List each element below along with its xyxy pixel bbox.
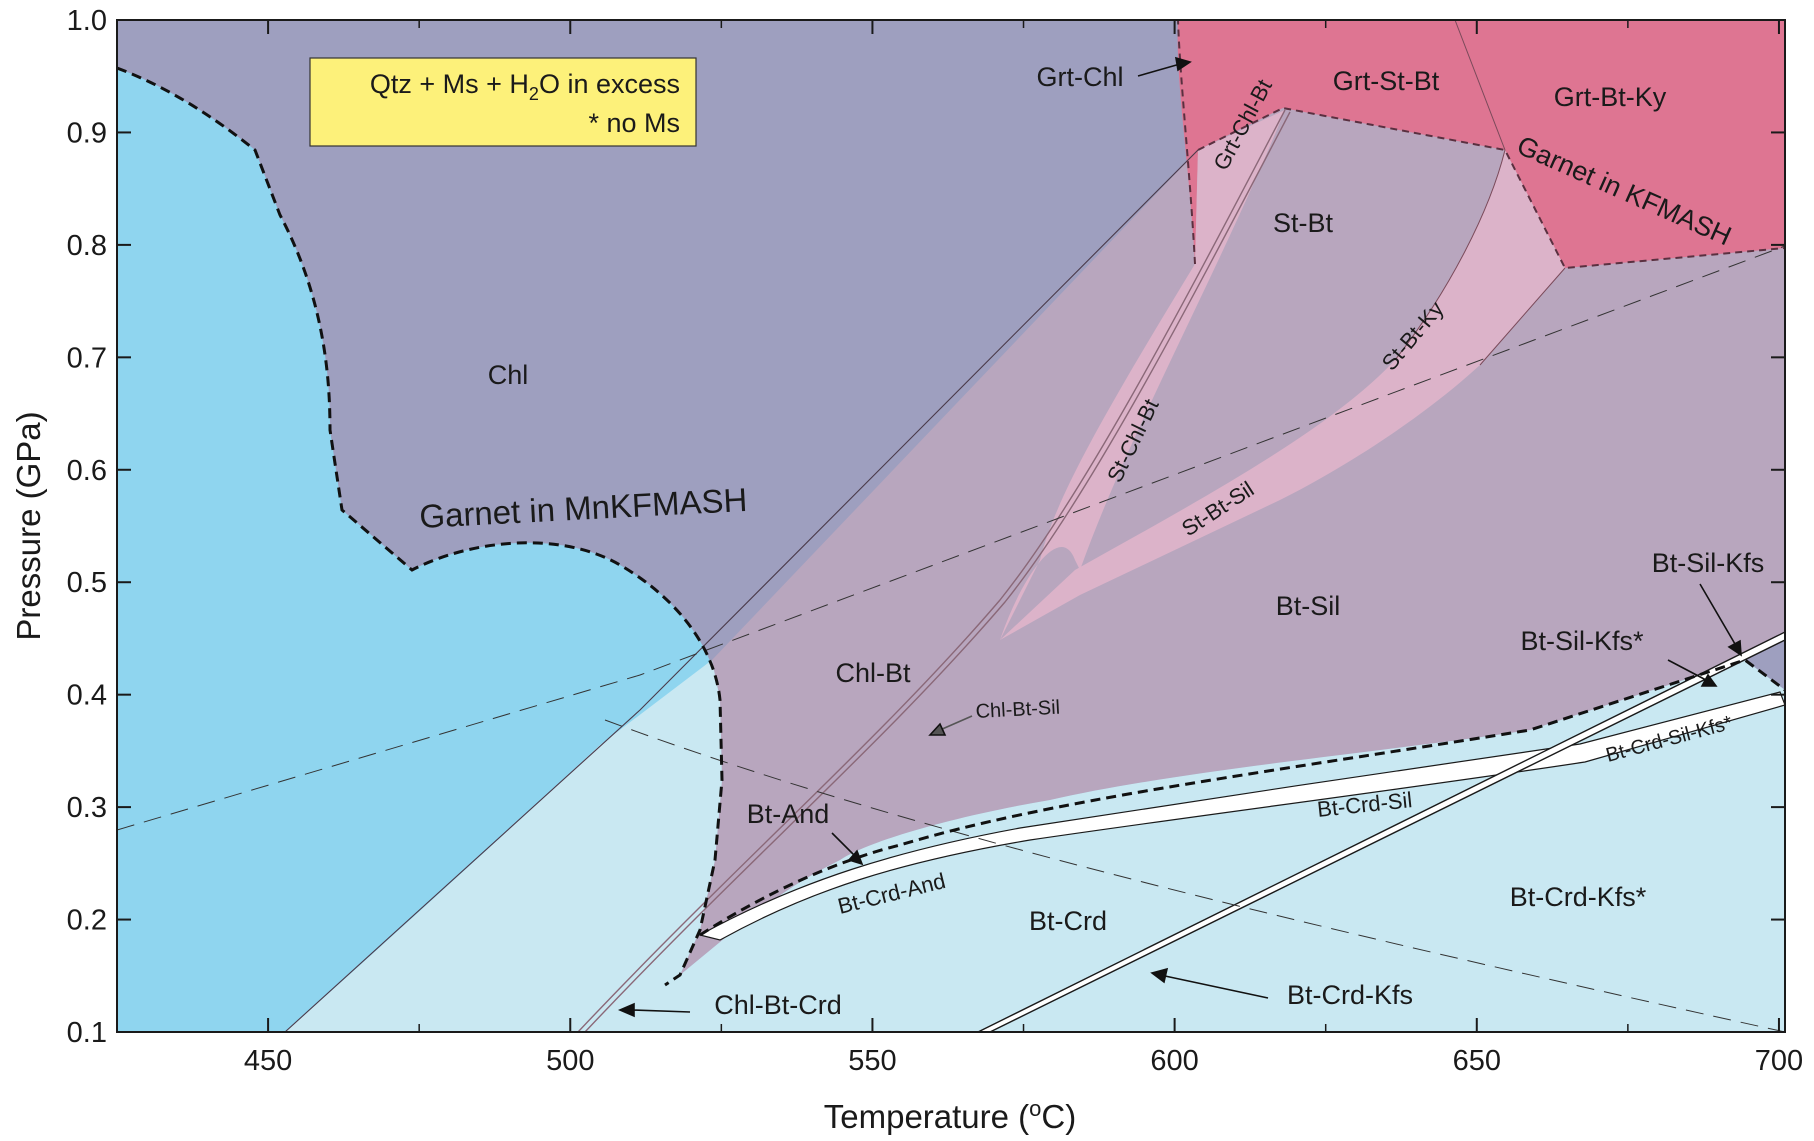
light-cyan-field — [285, 660, 1785, 1032]
label-bt-and: Bt-And — [747, 799, 830, 829]
dashed-al2sio5-line — [117, 245, 1785, 831]
boundary-st-bt-ky — [1394, 149, 1566, 366]
arrow-grt-chl — [1137, 63, 1181, 77]
chl-bt-sil-line-2 — [584, 111, 1291, 1032]
plot-area — [117, 20, 1785, 1032]
y-tick-label: 0.8 — [67, 230, 107, 262]
arrowhead-bt-sil-kfs — [1727, 639, 1742, 657]
arrow-bt-and — [831, 832, 856, 857]
legend-line-1: Qtz + Ms + H2O in excess — [370, 69, 680, 104]
label-bt-crd-kfs-star: Bt-Crd-Kfs* — [1510, 882, 1647, 912]
label-grt-st-bt: Grt-St-Bt — [1333, 66, 1440, 96]
arrow-bt-sil-kfs — [1699, 583, 1736, 645]
dashed-kfs-line — [604, 719, 1785, 1032]
arrow-bt-sil-kfs-star — [1667, 659, 1707, 681]
arrow-bt-crd-kfs — [1164, 975, 1269, 999]
label-st-bt: St-Bt — [1273, 208, 1334, 238]
arrow-chl-bt-crd — [631, 1009, 691, 1013]
plot-frame — [116, 19, 1786, 1033]
y-axis: 0.1 0.2 0.3 0.4 0.5 0.6 0.7 0.8 0.9 1.0 — [67, 5, 1785, 1049]
callout-bt-sil-kfs-star: Bt-Sil-Kfs* — [1520, 626, 1644, 656]
chl-bt-sil-line — [577, 109, 1286, 1032]
callout-bt-sil-kfs: Bt-Sil-Kfs — [1652, 548, 1765, 578]
garnet-mnkfmash-curve — [117, 66, 724, 987]
y-tick-label: 0.7 — [67, 342, 107, 374]
arrowhead-bt-and — [847, 849, 864, 866]
callout-grt-chl: Grt-Chl — [1037, 62, 1124, 92]
legend-box: Qtz + Ms + H2O in excess * no Ms — [309, 57, 697, 147]
x-tick-label: 650 — [1453, 1045, 1501, 1077]
label-bt-crd: Bt-Crd — [1029, 906, 1107, 936]
y-tick-label: 0.9 — [67, 117, 107, 149]
arrowhead-bt-sil-kfs-star — [1700, 673, 1718, 687]
garnet-kfmash-curve — [1177, 20, 1785, 270]
arrowhead-grt-chl — [1175, 56, 1192, 72]
y-tick-label: 0.1 — [67, 1017, 107, 1049]
x-tick-label: 550 — [848, 1045, 896, 1077]
bt-crd-band — [698, 691, 1785, 941]
arrow-chl-bt-sil — [939, 715, 973, 731]
y-tick-label: 0.3 — [67, 792, 107, 824]
st-bt-ky-band — [1000, 150, 1565, 640]
y-tick-label: 0.4 — [67, 680, 107, 712]
label-bt-sil: Bt-Sil — [1276, 591, 1341, 621]
x-axis-title: Temperature (oC) — [824, 1096, 1077, 1135]
x-axis: 450 500 550 600 650 700 — [244, 20, 1803, 1077]
y-tick-label: 0.5 — [67, 567, 107, 599]
legend-background — [309, 57, 697, 147]
y-tick-label: 0.6 — [67, 455, 107, 487]
x-tick-label: 450 — [244, 1045, 292, 1077]
callout-bt-crd-kfs: Bt-Crd-Kfs — [1287, 980, 1413, 1010]
label-chl-bt: Chl-Bt — [835, 658, 911, 688]
y-axis-title: Pressure (GPa) — [10, 411, 47, 640]
boundary-chl-bt — [284, 149, 1199, 1032]
arrowhead-bt-crd-kfs — [1150, 967, 1169, 984]
arrowhead-chl-bt-sil — [928, 722, 947, 736]
callout-chl-bt-crd: Chl-Bt-Crd — [714, 990, 842, 1020]
label-grt-bt-ky: Grt-Bt-Ky — [1554, 82, 1667, 112]
boundary-grt-st — [1178, 20, 1506, 151]
legend-line-2: * no Ms — [588, 108, 680, 138]
bt-crd-kfs-curve — [699, 658, 1785, 937]
garnet-field — [1177, 20, 1785, 268]
y-tick-label: 1.0 — [67, 5, 107, 37]
y-tick-label: 0.2 — [67, 905, 107, 937]
x-tick-label: 500 — [546, 1045, 594, 1077]
callout-arrows — [617, 56, 1742, 1018]
bt-crd-kfs-band — [977, 631, 1785, 1032]
label-chl-bt-sil: Chl-Bt-Sil — [975, 697, 1060, 723]
x-tick-label: 700 — [1755, 1045, 1803, 1077]
arrowhead-chl-bt-crd — [617, 1002, 635, 1018]
x-tick-label: 600 — [1150, 1045, 1198, 1077]
label-chl: Chl — [488, 360, 529, 390]
